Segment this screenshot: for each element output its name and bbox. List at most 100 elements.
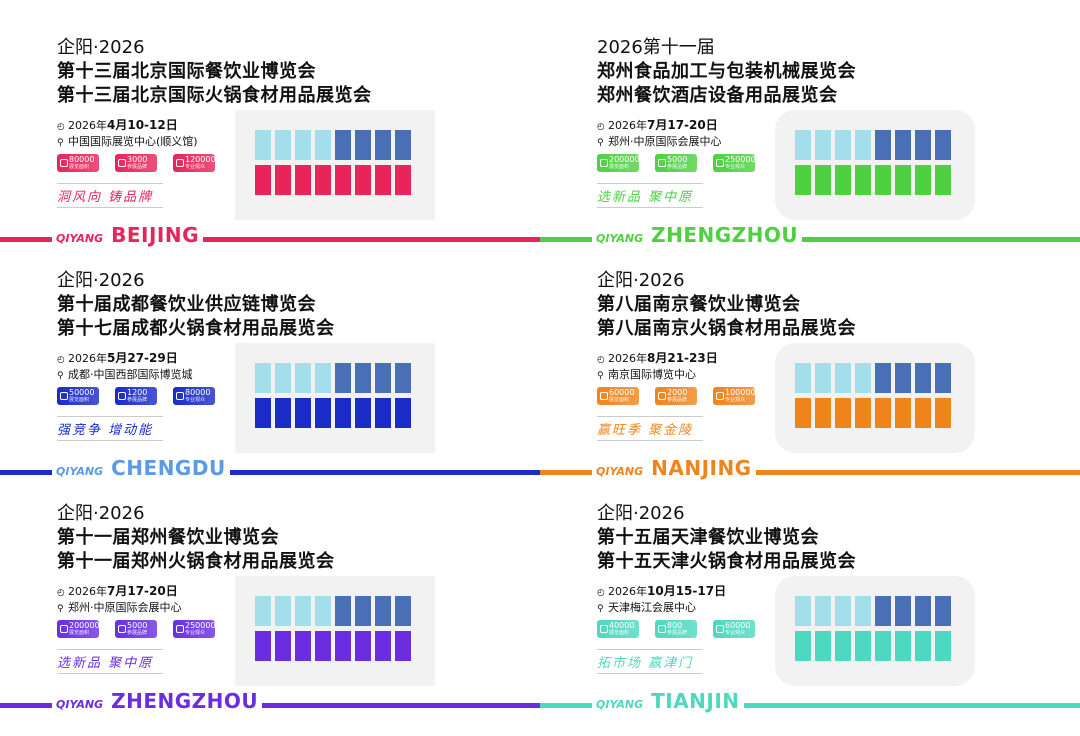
exhibition-panel-zhengzhou[interactable]: 企阳·2026 第十一届郑州餐饮业博览会 第十一届郑州火锅食材用品展览会 ◴ 2026年…	[0, 466, 540, 713]
city-name: NANJING	[651, 456, 752, 480]
stat-value: 200000	[609, 155, 640, 164]
exhibition-panel-nanjing[interactable]: 企阳·2026 第八届南京餐饮业博览会 第八届南京火锅食材用品展览会 ◴ 2026年8月…	[540, 233, 1080, 480]
expo-venue: ⚲ 中国国际展览中心(顺义馆)	[57, 133, 198, 149]
date-year: 2026年	[608, 119, 647, 132]
stat-badge: 200000 展览面积	[57, 620, 100, 638]
stat-value: 80000	[69, 155, 95, 164]
exhibition-panel-chengdu[interactable]: 企阳·2026 第十届成都餐饮业供应链博览会 第十七届成都火锅食材用品展览会 ◴ 202…	[0, 233, 540, 480]
stat-badge: 80000 专业观众	[173, 387, 215, 405]
location-pin-icon: ⚲	[57, 138, 64, 148]
brand-name: QIYANG	[596, 232, 644, 245]
expo-title-1: 第十五届天津餐饮业博览会	[597, 527, 819, 548]
stat-badges: 40000 展览面积 800 参展品牌 60000 专业观众	[597, 620, 755, 638]
stat-badges: 200000 展览面积 5000 参展品牌 250000 专业观众	[57, 620, 216, 638]
stat-badges: 60000 展览面积 2000 参展品牌 100000 专业观众	[597, 387, 756, 405]
venue-floor-map	[235, 343, 435, 453]
expo-title-2: 第十七届成都火锅食材用品展览会	[57, 318, 335, 339]
stat-label: 参展品牌	[127, 397, 148, 403]
venue-floor-map	[235, 576, 435, 686]
expo-venue: ⚲ 郑州·中原国际会展中心	[597, 133, 722, 149]
clock-icon: ◴	[57, 588, 65, 598]
stat-label: 参展品牌	[667, 397, 688, 403]
clock-icon: ◴	[57, 122, 65, 132]
stat-badge: 3000 参展品牌	[115, 154, 157, 172]
city-name: TIANJIN	[651, 689, 740, 713]
stat-badge: 5000 参展品牌	[655, 154, 697, 172]
location-pin-icon: ⚲	[57, 371, 64, 381]
venue-name: 天津梅江会展中心	[608, 601, 696, 614]
color-bar	[540, 470, 1080, 475]
clock-icon: ◴	[597, 588, 605, 598]
stat-badges: 50000 展览面积 1200 参展品牌 80000 专业观众	[57, 387, 215, 405]
stat-label: 参展品牌	[127, 164, 148, 170]
exhibition-panel-beijing[interactable]: 企阳·2026 第十三届北京国际餐饮业博览会 第十三届北京国际火锅食材用品展览会 ◴ 2…	[0, 0, 540, 247]
brand-name: QIYANG	[56, 465, 104, 478]
date-year: 2026年	[68, 585, 107, 598]
brand-name: QIYANG	[596, 698, 644, 711]
slogan: 赢旺季 聚金陵	[597, 416, 703, 441]
stat-badge: 5000 参展品牌	[115, 620, 157, 638]
expo-title-1: 第十三届北京国际餐饮业博览会	[57, 61, 316, 82]
city-name: CHENGDU	[111, 456, 226, 480]
stat-badge: 200000 展览面积	[597, 154, 640, 172]
date-main: 4月10-12日	[107, 118, 178, 132]
stat-label: 展览面积	[609, 397, 630, 403]
clock-icon: ◴	[597, 122, 605, 132]
date-main: 5月27-29日	[107, 351, 178, 365]
expo-title-2: 第十五天津火锅食材用品展览会	[597, 551, 856, 572]
stat-value: 250000	[725, 155, 756, 164]
expo-date: ◴ 2026年5月27-29日	[57, 349, 178, 366]
venue-name: 南京国际博览中心	[608, 368, 696, 381]
stat-badge: 100000 专业观众	[713, 387, 756, 405]
clock-icon: ◴	[597, 355, 605, 365]
date-year: 2026年	[68, 352, 107, 365]
venue-floor-map	[775, 576, 975, 686]
stat-badge: 80000 展览面积	[57, 154, 99, 172]
slogan: 选新品 聚中原	[57, 649, 163, 674]
stat-label: 专业观众	[725, 164, 746, 170]
city-name: BEIJING	[111, 223, 199, 247]
stat-value: 2000	[667, 388, 688, 397]
stat-value: 250000	[185, 621, 216, 630]
stat-label: 参展品牌	[667, 164, 688, 170]
edition-label: 企阳·2026	[57, 503, 145, 524]
stat-value: 800	[667, 621, 683, 630]
expo-title-2: 第八届南京火锅食材用品展览会	[597, 318, 856, 339]
stat-label: 展览面积	[69, 397, 90, 403]
city-label: QIYANG NANJING	[592, 456, 756, 480]
expo-date: ◴ 2026年7月17-20日	[597, 116, 718, 133]
stat-label: 展览面积	[69, 630, 90, 636]
stat-badge: 1200 参展品牌	[115, 387, 157, 405]
expo-title-2: 第十三届北京国际火锅食材用品展览会	[57, 85, 372, 106]
venue-floor-map	[775, 343, 975, 453]
edition-label: 企阳·2026	[597, 270, 685, 291]
date-main: 7月17-20日	[647, 118, 718, 132]
stat-badge: 120000 专业观众	[173, 154, 216, 172]
city-label: QIYANG CHENGDU	[52, 456, 230, 480]
stat-label: 参展品牌	[127, 630, 148, 636]
stat-label: 专业观众	[185, 630, 206, 636]
stat-label: 专业观众	[725, 397, 746, 403]
exhibition-panel-zhengzhou-machinery[interactable]: 2026第十一届 郑州食品加工与包装机械展览会 郑州餐饮酒店设备用品展览会 ◴ 2026…	[540, 0, 1080, 247]
edition-label: 企阳·2026	[57, 37, 145, 58]
color-bar	[0, 237, 540, 242]
stat-label: 专业观众	[725, 630, 746, 636]
expo-title-1: 第十届成都餐饮业供应链博览会	[57, 294, 316, 315]
location-pin-icon: ⚲	[597, 604, 604, 614]
stat-label: 展览面积	[609, 164, 630, 170]
expo-venue: ⚲ 天津梅江会展中心	[597, 599, 696, 615]
stat-value: 5000	[667, 155, 688, 164]
expo-date: ◴ 2026年10月15-17日	[597, 582, 726, 599]
stat-value: 40000	[609, 621, 635, 630]
city-label: QIYANG ZHENGZHOU	[592, 223, 803, 247]
stat-value: 200000	[69, 621, 100, 630]
color-bar	[0, 470, 540, 475]
brand-name: QIYANG	[56, 698, 104, 711]
expo-title-1: 第八届南京餐饮业博览会	[597, 294, 801, 315]
stat-badge: 40000 展览面积	[597, 620, 639, 638]
location-pin-icon: ⚲	[597, 138, 604, 148]
date-year: 2026年	[608, 352, 647, 365]
exhibition-panel-tianjin[interactable]: 企阳·2026 第十五届天津餐饮业博览会 第十五天津火锅食材用品展览会 ◴ 2026年1…	[540, 466, 1080, 713]
stat-label: 展览面积	[69, 164, 90, 170]
brand-name: QIYANG	[596, 465, 644, 478]
